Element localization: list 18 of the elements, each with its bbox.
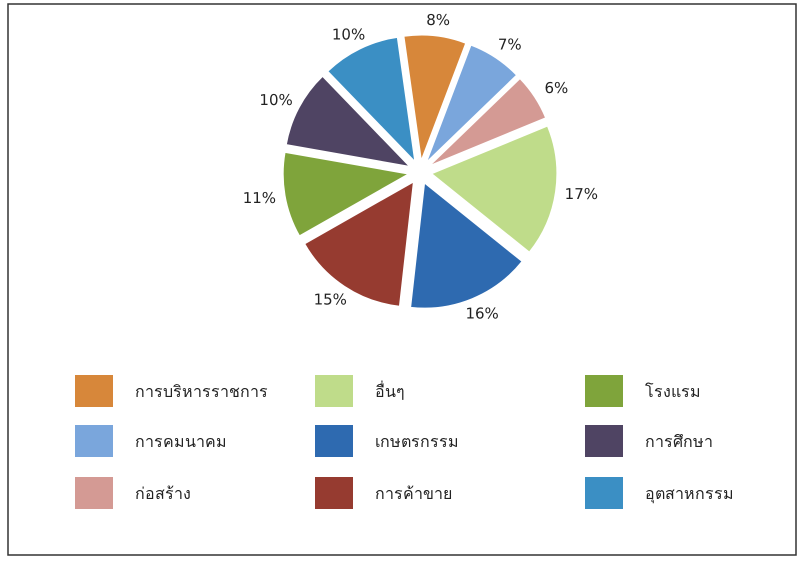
legend-label: อุตสาหกรรม bbox=[645, 484, 734, 504]
legend-label: อื่นๆ bbox=[375, 380, 405, 401]
legend-label: โรงแรม bbox=[645, 382, 701, 401]
legend-label: การศึกษา bbox=[645, 432, 713, 451]
data-label: 11% bbox=[242, 189, 276, 208]
data-label: 7% bbox=[498, 35, 522, 54]
data-label: 10% bbox=[332, 25, 366, 44]
legend-label: ก่อสร้าง bbox=[135, 484, 191, 503]
legend-label: การค้าขาย bbox=[375, 484, 452, 503]
legend-label: การคมนาคม bbox=[135, 432, 227, 451]
data-label: 15% bbox=[314, 290, 347, 309]
data-label: 10% bbox=[259, 91, 293, 110]
data-label: 16% bbox=[465, 304, 499, 322]
legend-label: การบริหารราชการ bbox=[135, 382, 268, 401]
data-label: 8% bbox=[426, 10, 450, 29]
data-label: 17% bbox=[564, 184, 598, 203]
data-label: 6% bbox=[544, 79, 568, 98]
legend-label: เกษตรกรรม bbox=[375, 432, 459, 451]
